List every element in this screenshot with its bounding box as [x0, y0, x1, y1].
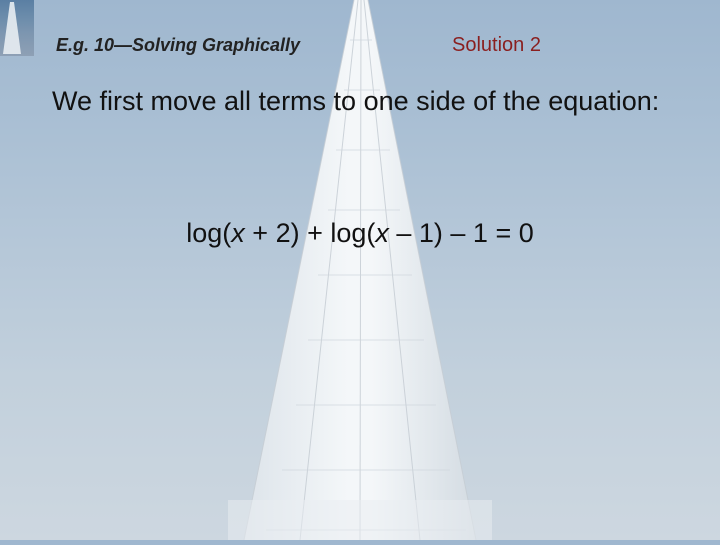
- equation-text: – 1) – 1 = 0: [389, 218, 534, 248]
- equation-text: + 2) + log(: [245, 218, 376, 248]
- equation-variable: x: [375, 218, 389, 248]
- slide-header: E.g. 10—Solving Graphically Solution 2: [0, 28, 720, 62]
- slide-title: E.g. 10—Solving Graphically: [56, 35, 300, 56]
- background-tower-graphic: [220, 0, 500, 540]
- equation-variable: x: [231, 218, 245, 248]
- equation-line: log(x + 2) + log(x – 1) – 1 = 0: [0, 218, 720, 249]
- body-text: We first move all terms to one side of t…: [52, 84, 680, 119]
- solution-label: Solution 2: [452, 34, 541, 57]
- equation-text: log(: [186, 218, 231, 248]
